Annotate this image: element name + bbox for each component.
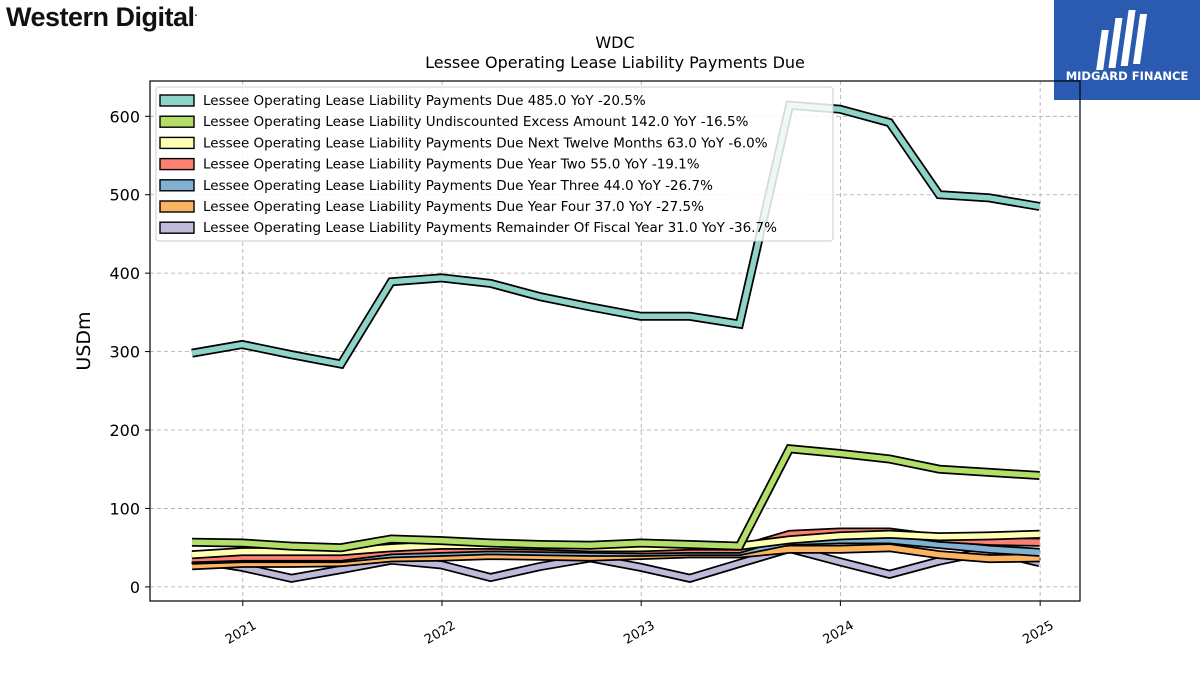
legend-box (155, 86, 834, 242)
chart-subtitle: Lessee Operating Lease Liability Payment… (425, 53, 805, 72)
legend-swatch (159, 136, 195, 150)
publisher-logo-text: MIDGARD FINANCE (1065, 69, 1189, 83)
x-axis: 2021 2022 2023 2024 2025 (223, 601, 1056, 648)
y-tick-label: 500 (109, 186, 140, 205)
legend-entry: Lessee Operating Lease Liability Payment… (203, 157, 700, 173)
legend-swatch (159, 200, 195, 213)
company-logo: Western Digital. (6, 2, 197, 33)
x-tick-label: 2025 (1020, 618, 1056, 648)
legend: Lessee Operating Lease Liability Payment… (155, 86, 834, 242)
legend-swatch (159, 94, 195, 107)
series-line-lessee-operating-lease-liability-undiscounted-excess-amount (191, 445, 1040, 551)
legend-swatch (159, 157, 195, 171)
x-tick-label: 2024 (821, 618, 857, 648)
legend-entry: Lessee Operating Lease Liability Payment… (203, 220, 777, 236)
y-tick-label: 0 (130, 578, 140, 597)
company-logo-text: Western Digital (6, 2, 195, 32)
legend-entry: Lessee Operating Lease Liability Payment… (203, 93, 646, 109)
trademark-mark: . (194, 8, 198, 19)
series-lines (191, 100, 1041, 583)
x-tick-label: 2023 (621, 618, 657, 648)
publisher-mark-icon (1096, 10, 1148, 70)
legend-swatch (159, 115, 195, 128)
x-tick-label: 2022 (422, 618, 458, 648)
series-line-lessee-operating-lease-liability-payments-due (191, 102, 1041, 368)
chart-title: WDC (595, 33, 634, 52)
legend-entry: Lessee Operating Lease Liability Undisco… (203, 114, 749, 130)
x-tick-label: 2021 (223, 618, 259, 648)
plot-frame (149, 80, 1081, 602)
legend-entry: Lessee Operating Lease Liability Payment… (203, 135, 768, 151)
series-line-lessee-operating-lease-liability-payments-remainder-of-fiscal-year (191, 545, 1041, 582)
y-axis-label: USDm (73, 311, 95, 370)
y-tick-label: 100 (109, 499, 140, 518)
y-tick-label: 200 (109, 421, 140, 440)
y-axis: 0 100 200 300 400 500 600 (109, 107, 150, 597)
y-tick-label: 400 (109, 264, 140, 283)
publisher-logo: MIDGARD FINANCE (1054, 0, 1200, 100)
legend-entry: Lessee Operating Lease Liability Payment… (203, 199, 704, 215)
legend-entry: Lessee Operating Lease Liability Payment… (203, 178, 713, 194)
y-tick-label: 300 (109, 343, 140, 362)
legend-swatch (159, 221, 195, 234)
y-tick-label: 600 (109, 107, 140, 126)
legend-swatch (159, 179, 195, 192)
